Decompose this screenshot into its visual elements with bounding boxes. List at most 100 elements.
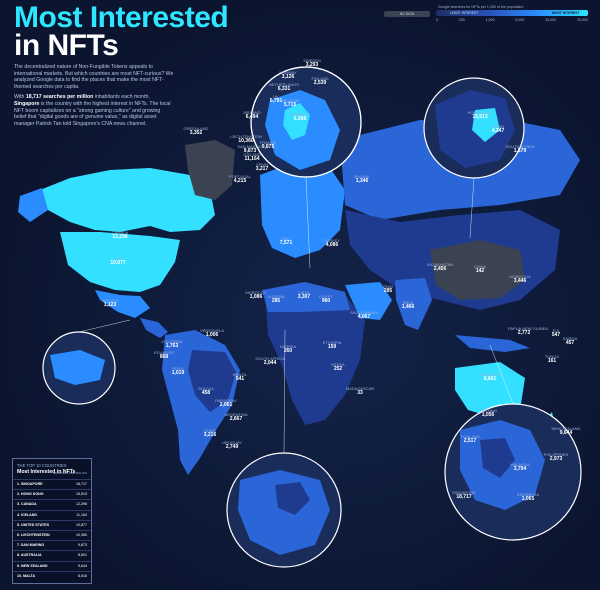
- country-value: 2,456: [433, 266, 447, 273]
- country-value: 2,061: [219, 402, 233, 409]
- country-name: PORTUGAL: [229, 174, 251, 179]
- country-value: 10,877: [110, 260, 126, 267]
- top10-value: 8,601: [78, 553, 87, 558]
- country-value: 1,763: [165, 343, 179, 350]
- region-central-america: [140, 318, 168, 338]
- country-name: SINGAPORE: [452, 490, 476, 495]
- country-label: THAILAND 2,517: [454, 434, 486, 444]
- page-title: Most Interested in NFTs: [14, 3, 229, 62]
- country-name: CANADA: [111, 230, 129, 235]
- country-value: 2,044: [263, 360, 277, 367]
- country-name: PARAGUAY: [215, 398, 237, 403]
- top10-row: 8. AUSTRALIA 8,601: [13, 550, 91, 560]
- country-value: 3,293: [305, 62, 319, 69]
- country-label: MONGOLIA 3,446: [504, 274, 536, 285]
- country-value: 3,352: [189, 130, 203, 137]
- country-name: NEW ZEALAND: [551, 426, 581, 431]
- country-value: 1,056: [481, 412, 495, 419]
- country-value: 161: [547, 358, 557, 365]
- top10-row: 10. MALTA 8,516: [13, 570, 91, 581]
- country-label: MALAYSIA 3,794: [504, 462, 536, 473]
- country-name: KAZAKHSTAN: [426, 262, 454, 267]
- country-value: 547: [551, 332, 561, 339]
- country-label: KENYA 252: [322, 362, 354, 372]
- country-label: BOLIVIA 458: [190, 386, 222, 397]
- country-name: AUSTRALIA: [478, 372, 502, 377]
- country-value: 285: [383, 288, 393, 295]
- country-name: SAMOA: [562, 336, 578, 341]
- intro-paragraph-1: The decentralized nature of Non-Fungible…: [14, 64, 174, 90]
- top10-country: 9. NEW ZEALAND: [17, 563, 48, 568]
- country-label: GERMANY 6,396: [284, 112, 316, 123]
- country-label: COLOMBIA 1,763: [156, 339, 188, 350]
- country-name: THAILAND: [460, 434, 480, 439]
- country-name: MADAGASCAR: [345, 386, 375, 391]
- country-name: BRAZIL: [232, 372, 247, 377]
- color-legend: Google searches for NFTs per 1,000 of th…: [384, 5, 588, 27]
- region-brazil: [188, 350, 236, 412]
- country-label: JAPAN 4,247: [482, 124, 514, 134]
- top10-header: THE TOP 10 COUNTRIES: [17, 463, 67, 468]
- country-name: URUGUAY: [222, 440, 242, 445]
- title-line-2: in NFTs: [14, 29, 119, 62]
- country-name: LIBYA: [298, 290, 310, 295]
- country-name: INDIA: [402, 300, 414, 305]
- zoom-west-africa: [226, 452, 342, 568]
- country-value: 8,601: [483, 376, 497, 383]
- country-value: 3,446: [513, 278, 527, 285]
- top10-value: 11,164: [76, 512, 87, 517]
- country-name: BOLIVIA: [198, 386, 214, 391]
- top10-row: 4. ICELAND 11,164: [13, 509, 91, 520]
- top10-row: 2. HONG KONG 15,513: [13, 489, 91, 499]
- top10-country: 4. ICELAND: [17, 512, 37, 517]
- region-alaska: [18, 188, 48, 222]
- country-label: SPAIN 3,217: [246, 162, 278, 172]
- top10-value: 10,360: [76, 532, 87, 537]
- country-name: JAPAN: [491, 124, 505, 129]
- zoom-east-asia: [423, 77, 525, 179]
- country-value: 458: [201, 390, 211, 397]
- top10-rows: 1. SINGAPORE 18,717 2. HONG KONG 15,513 3. C…: [13, 479, 91, 581]
- country-name: USA: [113, 256, 123, 261]
- country-name: BELGIUM: [280, 98, 299, 103]
- country-label: INDONESIA 1,065: [512, 492, 544, 502]
- top10-row: 1. SINGAPORE 18,717: [13, 479, 91, 489]
- country-label: INDIA 1,466: [392, 300, 424, 310]
- country-name: CHILE: [204, 428, 216, 433]
- country-value: 3,307: [297, 294, 311, 301]
- country-name: UK: [273, 94, 279, 99]
- country-name: PHILIPPINES: [543, 452, 569, 457]
- country-name: NETHERLANDS: [269, 82, 299, 87]
- top10-row: 6. LIECHTENSTEIN 10,360: [13, 529, 91, 540]
- country-value: 3,794: [513, 466, 527, 473]
- country-value: 6,396: [293, 116, 307, 123]
- zoom-caribbean: [42, 331, 116, 405]
- top10-country: 8. AUSTRALIA: [17, 553, 42, 558]
- top10-value: 10,877: [76, 522, 87, 527]
- country-name: IRAN: [383, 284, 393, 289]
- country-value: 1,019: [171, 370, 185, 377]
- country-label: LIECHTENSTEIN 10,360: [230, 134, 262, 144]
- country-name: INDONESIA: [516, 492, 539, 497]
- country-label: PAPUA NEW GUINEA 2,772: [508, 326, 548, 336]
- top10-value: 12,296: [76, 502, 87, 507]
- country-label: RUSSIA 1,346: [346, 174, 378, 184]
- country-label: IRAN 285: [372, 284, 404, 295]
- country-name: NORWAY: [279, 70, 297, 75]
- country-label: NETHERLANDS 6,331: [268, 82, 300, 92]
- country-name: HONG KONG: [467, 110, 493, 115]
- country-label: PARAGUAY 2,061: [210, 398, 242, 409]
- country-value: 18,717: [456, 494, 472, 501]
- country-name: ICELAND: [243, 152, 261, 157]
- country-value: 2,539: [313, 80, 327, 87]
- country-value: 541: [235, 376, 245, 383]
- country-label: AUSTRALIA 8,601: [474, 372, 506, 383]
- country-value: 6,494: [245, 114, 259, 121]
- country-label: USA 10,877: [102, 256, 134, 267]
- country-label: TONGA 161: [536, 354, 568, 365]
- intro-p2-suffix: is the country with the highest interest…: [14, 100, 171, 127]
- country-value: 9,875: [261, 144, 275, 151]
- region-indonesia: [455, 335, 530, 352]
- country-name: SOUTH AFRICA: [255, 356, 285, 361]
